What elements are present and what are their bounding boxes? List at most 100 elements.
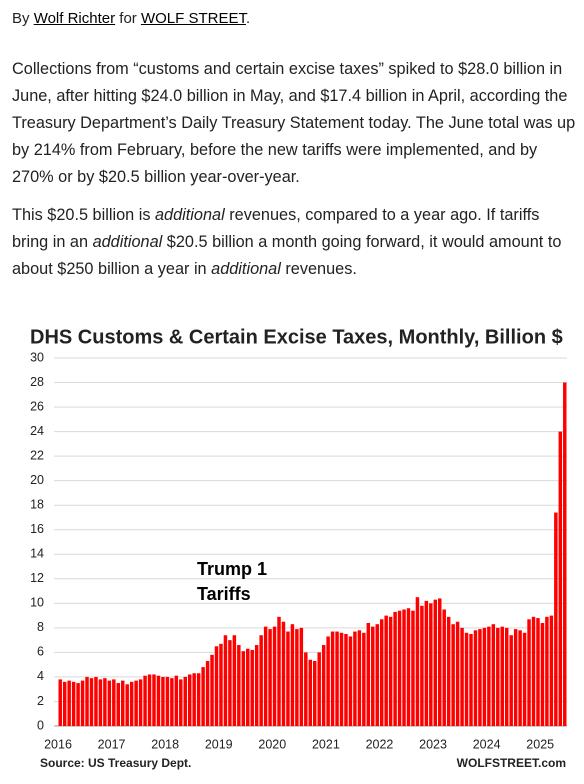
- y-tick-label: 12: [30, 571, 44, 585]
- bar: [513, 629, 518, 726]
- bar: [473, 630, 478, 726]
- bar: [433, 599, 438, 726]
- bar: [268, 629, 272, 726]
- bar: [339, 632, 344, 726]
- x-tick-label: 2019: [205, 737, 233, 751]
- x-tick-label: 2018: [151, 737, 179, 751]
- bar: [326, 636, 330, 726]
- bar: [455, 621, 460, 726]
- bar: [254, 645, 259, 726]
- bar: [183, 676, 187, 726]
- bar: [563, 382, 567, 726]
- y-tick-label: 0: [37, 718, 44, 732]
- bar: [290, 624, 295, 726]
- y-tick-label: 6: [37, 645, 44, 659]
- bar: [522, 632, 527, 726]
- bar: [393, 611, 397, 726]
- source: Source: US Treasury Dept.: [40, 756, 191, 770]
- bar: [366, 622, 371, 726]
- bar: [482, 627, 487, 726]
- bar: [469, 634, 473, 726]
- bar: [304, 652, 308, 726]
- bar: [85, 676, 89, 726]
- y-tick-label: 8: [37, 620, 44, 634]
- bar: [313, 660, 317, 726]
- y-tick-label: 16: [30, 522, 44, 536]
- bar: [451, 624, 455, 726]
- bar: [134, 680, 138, 726]
- article-text: Collections from “customs and certain ex…: [12, 56, 576, 294]
- bar: [272, 626, 277, 726]
- bar: [348, 636, 353, 726]
- x-tick-label: 2025: [526, 737, 554, 751]
- bar: [545, 616, 549, 726]
- paragraph: Collections from “customs and certain ex…: [12, 56, 576, 191]
- link[interactable]: Wolf Richter: [33, 10, 116, 27]
- bar: [344, 634, 348, 726]
- bar: [415, 597, 420, 726]
- bar: [165, 676, 170, 726]
- text-run: This $20.5 billion is: [12, 206, 155, 224]
- bar: [116, 683, 121, 726]
- bar: [98, 679, 103, 726]
- bar: [464, 632, 469, 726]
- bar: [321, 645, 326, 726]
- bar: [518, 630, 522, 726]
- bar: [371, 626, 375, 726]
- bar: [129, 681, 134, 726]
- text-run: $20.5 billion a month going forward, it …: [12, 233, 562, 278]
- y-tick-label: 22: [30, 448, 44, 462]
- x-tick-label: 2017: [98, 737, 126, 751]
- bar: [143, 675, 147, 726]
- bar: [388, 616, 393, 726]
- bar: [500, 626, 504, 726]
- bar: [263, 626, 268, 726]
- bar: [80, 680, 85, 726]
- bar: [420, 605, 424, 726]
- y-tick-label: 14: [30, 547, 44, 561]
- link[interactable]: WOLF STREET: [140, 10, 246, 27]
- bar: [442, 609, 446, 726]
- y-tick-label: 26: [30, 399, 44, 413]
- bar: [379, 619, 384, 726]
- bar: [210, 654, 214, 726]
- bar: [540, 622, 545, 726]
- bar: [335, 631, 339, 726]
- bar: [241, 651, 246, 726]
- text-run: .: [245, 10, 251, 27]
- bar: [228, 640, 232, 726]
- bar: [491, 624, 496, 726]
- bar: [496, 627, 500, 726]
- bar: [362, 632, 366, 726]
- bar: [219, 643, 223, 726]
- bar: [67, 680, 71, 726]
- bar: [107, 680, 112, 726]
- text-run: revenues, compared to a year ago. If tar…: [12, 206, 540, 251]
- y-tick-label: 24: [30, 424, 44, 438]
- text-run: revenues.: [280, 260, 357, 278]
- bar: [536, 618, 540, 726]
- bar: [330, 631, 335, 726]
- paragraph: This $20.5 billion is additional revenue…: [12, 202, 576, 283]
- x-tick-label: 2024: [473, 737, 501, 751]
- bar: [446, 616, 451, 726]
- bar: [156, 675, 161, 726]
- text-run: additional: [211, 260, 281, 278]
- text-run: additional: [92, 233, 163, 251]
- bar: [424, 600, 429, 726]
- bar: [223, 635, 228, 726]
- x-tick-label: 2022: [366, 737, 394, 751]
- bar: [201, 667, 205, 726]
- text-run: additional: [155, 206, 225, 224]
- chart: DHS Customs & Certain Excise Taxes, Mont…: [30, 326, 567, 770]
- text-run: By: [12, 10, 34, 27]
- y-tick-label: 2: [37, 694, 44, 708]
- bar: [487, 626, 491, 726]
- bar: [317, 652, 321, 726]
- x-tick-label: 2021: [312, 737, 340, 751]
- bar: [375, 624, 379, 726]
- bar: [179, 679, 183, 726]
- annotation: Trump 1: [197, 559, 267, 579]
- y-tick-label: 18: [30, 497, 44, 511]
- bar: [397, 610, 402, 726]
